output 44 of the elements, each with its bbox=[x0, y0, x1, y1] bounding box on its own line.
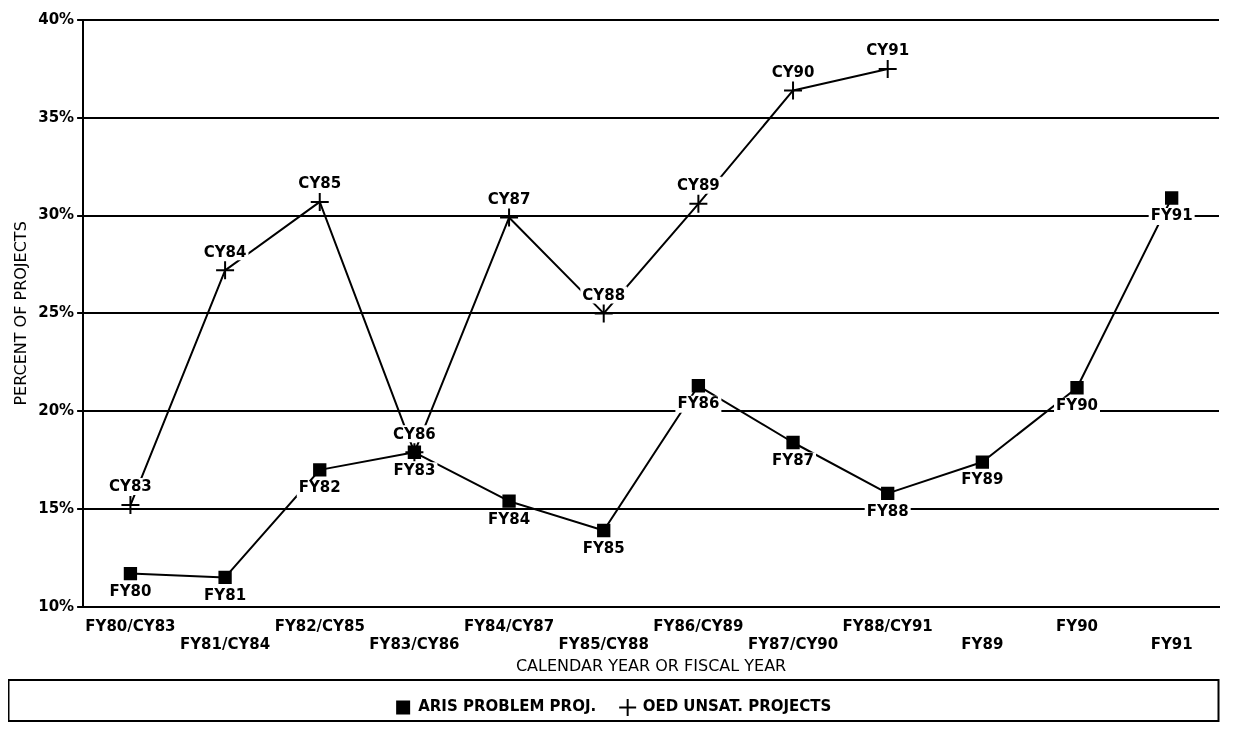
data-label: FY83 bbox=[393, 460, 436, 479]
y-tick-label: 10% bbox=[38, 596, 75, 615]
data-label: FY87 bbox=[772, 450, 815, 469]
y-axis-title: PERCENT OF PROJECTS bbox=[10, 221, 30, 406]
x-tick-label: FY85/CY88 bbox=[558, 634, 649, 653]
x-axis-title: CALENDAR YEAR OR FISCAL YEAR bbox=[515, 655, 787, 675]
y-tick-label: 40% bbox=[38, 9, 75, 28]
data-label: FY81 bbox=[204, 585, 247, 604]
y-tick-label: 25% bbox=[38, 303, 75, 322]
data-label: CY85 bbox=[298, 174, 342, 193]
data-label: FY86 bbox=[677, 394, 720, 413]
data-label: FY90 bbox=[1056, 396, 1099, 415]
x-tick-label: FY80/CY83 bbox=[85, 616, 176, 635]
data-label: FY91 bbox=[1150, 206, 1193, 225]
y-tick-label: 20% bbox=[38, 401, 75, 420]
data-label: CY86 bbox=[393, 424, 436, 443]
data-label: FY82 bbox=[298, 478, 341, 497]
y-tick-label: 15% bbox=[38, 498, 75, 517]
data-label: FY80 bbox=[109, 581, 152, 600]
data-label: CY91 bbox=[866, 41, 910, 60]
x-tick-label: FY86/CY89 bbox=[653, 616, 744, 635]
x-tick-label: FY91 bbox=[1150, 634, 1193, 653]
data-label: CY87 bbox=[487, 189, 531, 208]
data-label: CY89 bbox=[677, 176, 720, 195]
x-tick-label: FY81/CY84 bbox=[179, 634, 271, 653]
data-label: CY83 bbox=[109, 477, 152, 496]
data-label: FY84 bbox=[488, 509, 531, 528]
data-label: FY85 bbox=[582, 538, 625, 557]
x-tick-label: FY83/CY86 bbox=[369, 634, 460, 653]
y-tick-label: 35% bbox=[38, 107, 75, 126]
data-label: CY88 bbox=[582, 285, 626, 304]
x-tick-label: FY90 bbox=[1056, 616, 1099, 635]
legend-label: ARIS PROBLEM PROJ. bbox=[418, 697, 597, 716]
x-tick-label: FY87/CY90 bbox=[747, 634, 839, 653]
data-label: CY90 bbox=[771, 62, 815, 81]
data-label: FY89 bbox=[961, 470, 1004, 489]
data-label: FY88 bbox=[866, 501, 909, 520]
x-tick-label: FY82/CY85 bbox=[274, 616, 365, 635]
legend-label: OED UNSAT. PROJECTS bbox=[642, 697, 832, 716]
data-label: CY84 bbox=[203, 242, 247, 261]
x-tick-label: FY89 bbox=[961, 634, 1004, 653]
y-tick-label: 30% bbox=[38, 205, 75, 224]
x-tick-label: FY84/CY87 bbox=[463, 616, 555, 635]
x-tick-label: FY88/CY91 bbox=[842, 616, 933, 635]
